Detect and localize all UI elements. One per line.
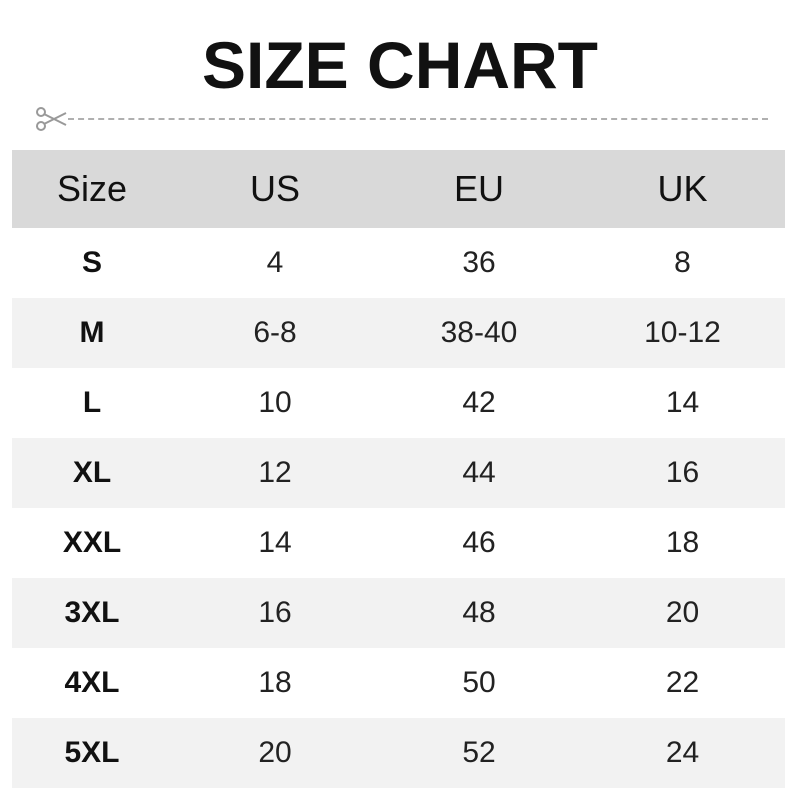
cell-eu: 48 <box>378 578 580 648</box>
cell-size: XL <box>12 438 172 508</box>
cell-eu: 52 <box>378 718 580 788</box>
cell-uk: 16 <box>580 438 785 508</box>
cell-eu: 38-40 <box>378 298 580 368</box>
header-size: Size <box>12 150 172 228</box>
table-row: S 4 36 8 <box>12 228 785 298</box>
size-table: Size US EU UK S 4 36 8 M 6-8 38-40 10-12 L 10 42 14… <box>12 150 785 788</box>
cell-us: 14 <box>258 526 292 559</box>
cell-us: 18 <box>258 666 292 699</box>
cell-us: 10 <box>258 386 292 419</box>
cell-us: 16 <box>172 578 378 648</box>
cell-size: M <box>12 298 172 368</box>
table-row: 5XL 20 52 24 <box>12 718 785 788</box>
cell-us: 20 <box>172 718 378 788</box>
cell-uk: 24 <box>580 718 785 788</box>
cell-size: S <box>81 246 102 279</box>
cell-size: 4XL <box>64 666 120 699</box>
scissors-icon <box>36 107 67 131</box>
table-row: L 10 42 14 <box>12 368 785 438</box>
page-title: SIZE CHART <box>202 28 598 102</box>
table-row: 3XL 16 48 20 <box>12 578 785 648</box>
cell-us: 12 <box>172 438 378 508</box>
cell-uk: 18 <box>665 526 700 559</box>
cell-uk: 14 <box>665 386 700 419</box>
cell-eu: 42 <box>462 386 496 419</box>
cut-line <box>34 104 774 134</box>
cell-uk: 10-12 <box>580 298 785 368</box>
table-row: M 6-8 38-40 10-12 <box>12 298 785 368</box>
table-row: XL 12 44 16 <box>12 438 785 508</box>
cell-uk: 8 <box>674 246 691 279</box>
header-us: US <box>172 150 378 228</box>
header-row: Size US EU UK <box>12 150 785 228</box>
cell-eu: 44 <box>378 438 580 508</box>
header-uk: UK <box>580 150 785 228</box>
cell-us: 4 <box>266 246 284 279</box>
cell-size: L <box>82 386 102 419</box>
cell-uk: 20 <box>580 578 785 648</box>
cell-size: 3XL <box>12 578 172 648</box>
cell-us: 6-8 <box>172 298 378 368</box>
cell-size: 5XL <box>12 718 172 788</box>
cell-uk: 22 <box>665 666 700 699</box>
cell-size: XXL <box>62 526 122 559</box>
cell-eu: 50 <box>462 666 496 699</box>
cell-eu: 46 <box>462 526 496 559</box>
cell-eu: 36 <box>462 246 496 279</box>
table-row: XXL 14 46 18 <box>12 508 785 578</box>
header-eu: EU <box>378 150 580 228</box>
table-row: 4XL 18 50 22 <box>12 648 785 718</box>
dashed-line <box>68 118 768 120</box>
